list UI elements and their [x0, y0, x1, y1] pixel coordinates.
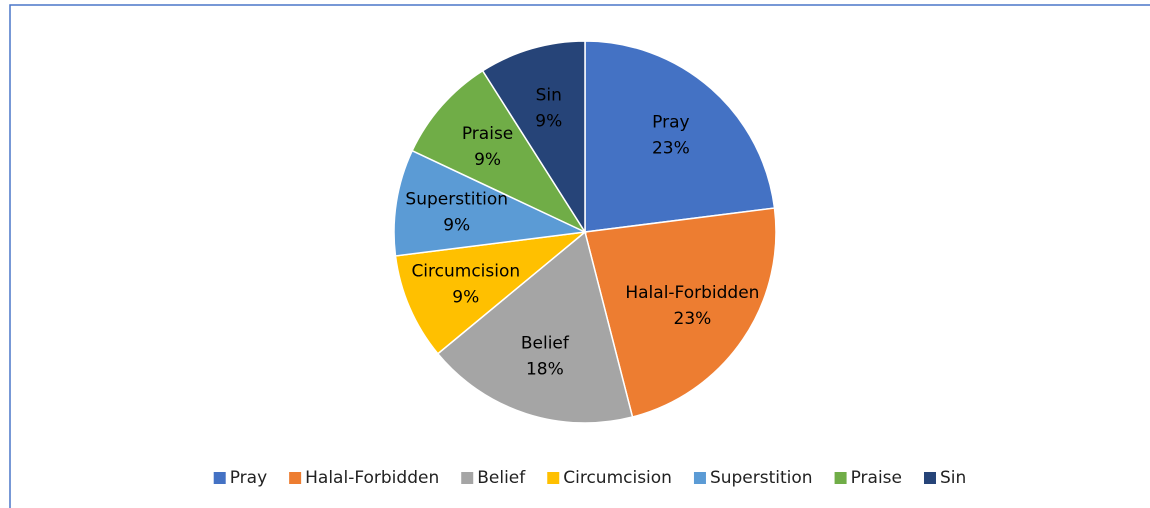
legend-label: Sin	[940, 468, 966, 488]
pie-slice	[394, 230, 588, 355]
slice-label: Circumcision	[411, 262, 520, 282]
slice-value-label: 9%	[474, 150, 501, 170]
slice-label: Sin	[536, 85, 562, 105]
legend-swatch	[461, 472, 474, 484]
slice-value-label: 9%	[535, 111, 562, 131]
legend-swatch	[693, 472, 706, 484]
legend-swatch	[923, 472, 936, 484]
legend-swatch	[213, 472, 226, 484]
legend-label: Superstition	[710, 468, 813, 488]
slice-label: Belief	[521, 334, 570, 354]
legend-label: Praise	[851, 468, 902, 488]
pie-slice	[411, 69, 588, 234]
pie-slice	[584, 40, 776, 233]
legend-swatch	[834, 472, 847, 484]
pie-slice	[481, 40, 586, 235]
pie-slice	[436, 230, 634, 424]
slice-label: Halal-Forbidden	[625, 283, 759, 303]
slice-value-label: 9%	[443, 216, 470, 236]
frame	[9, 4, 1150, 508]
legend-label: Halal-Forbidden	[305, 468, 439, 488]
legend-label: Pray	[230, 468, 267, 488]
legend-label: Circumcision	[563, 468, 672, 488]
slice-label: Praise	[462, 124, 513, 144]
legend-label: Belief	[477, 468, 526, 488]
legend-swatch	[547, 472, 560, 484]
slice-value-label: 9%	[452, 288, 479, 308]
pie-slice	[584, 207, 777, 418]
legend-swatch	[289, 472, 302, 484]
slice-label: Pray	[652, 113, 689, 133]
pie-slice	[393, 149, 588, 257]
slice-value-label: 23%	[674, 309, 712, 329]
slice-value-label: 23%	[652, 139, 690, 159]
slice-value-label: 18%	[526, 360, 564, 380]
slice-label: Superstition	[405, 190, 508, 210]
